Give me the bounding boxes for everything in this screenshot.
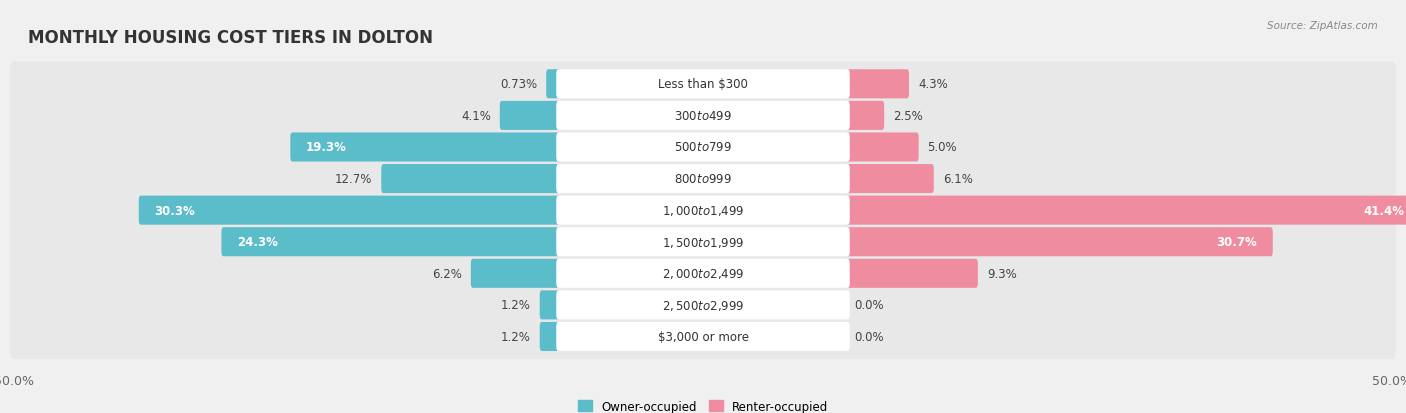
Text: Less than $300: Less than $300 — [658, 78, 748, 91]
FancyBboxPatch shape — [471, 259, 561, 288]
FancyBboxPatch shape — [10, 157, 1396, 202]
FancyBboxPatch shape — [546, 70, 561, 99]
FancyBboxPatch shape — [10, 251, 1396, 296]
FancyBboxPatch shape — [557, 322, 849, 351]
FancyBboxPatch shape — [540, 322, 561, 351]
Text: 6.1%: 6.1% — [943, 173, 973, 185]
FancyBboxPatch shape — [290, 133, 561, 162]
FancyBboxPatch shape — [845, 259, 979, 288]
FancyBboxPatch shape — [557, 196, 849, 225]
Text: 6.2%: 6.2% — [432, 267, 461, 280]
Text: MONTHLY HOUSING COST TIERS IN DOLTON: MONTHLY HOUSING COST TIERS IN DOLTON — [28, 29, 433, 47]
FancyBboxPatch shape — [557, 291, 849, 320]
Text: 5.0%: 5.0% — [928, 141, 957, 154]
Text: Source: ZipAtlas.com: Source: ZipAtlas.com — [1267, 21, 1378, 31]
Text: 1.2%: 1.2% — [501, 299, 531, 312]
Text: $2,500 to $2,999: $2,500 to $2,999 — [662, 298, 744, 312]
FancyBboxPatch shape — [10, 283, 1396, 328]
FancyBboxPatch shape — [10, 314, 1396, 359]
FancyBboxPatch shape — [845, 70, 910, 99]
Text: 9.3%: 9.3% — [987, 267, 1017, 280]
Text: 41.4%: 41.4% — [1364, 204, 1405, 217]
FancyBboxPatch shape — [10, 125, 1396, 170]
FancyBboxPatch shape — [845, 133, 918, 162]
FancyBboxPatch shape — [139, 196, 561, 225]
Text: 1.2%: 1.2% — [501, 330, 531, 343]
Text: $300 to $499: $300 to $499 — [673, 109, 733, 123]
FancyBboxPatch shape — [557, 165, 849, 194]
FancyBboxPatch shape — [845, 196, 1406, 225]
Text: 12.7%: 12.7% — [335, 173, 373, 185]
FancyBboxPatch shape — [10, 94, 1396, 138]
Text: 0.0%: 0.0% — [855, 299, 884, 312]
Text: $3,000 or more: $3,000 or more — [658, 330, 748, 343]
Text: $500 to $799: $500 to $799 — [673, 141, 733, 154]
Text: 4.3%: 4.3% — [918, 78, 948, 91]
FancyBboxPatch shape — [540, 291, 561, 320]
FancyBboxPatch shape — [845, 165, 934, 194]
FancyBboxPatch shape — [221, 228, 561, 256]
Text: 0.0%: 0.0% — [855, 330, 884, 343]
Text: $2,000 to $2,499: $2,000 to $2,499 — [662, 267, 744, 280]
FancyBboxPatch shape — [557, 259, 849, 288]
Text: 30.7%: 30.7% — [1216, 236, 1257, 249]
FancyBboxPatch shape — [499, 102, 561, 131]
Text: $1,000 to $1,499: $1,000 to $1,499 — [662, 204, 744, 218]
FancyBboxPatch shape — [10, 62, 1396, 107]
Text: 24.3%: 24.3% — [238, 236, 278, 249]
Text: 2.5%: 2.5% — [893, 109, 922, 123]
FancyBboxPatch shape — [557, 102, 849, 131]
Text: $800 to $999: $800 to $999 — [673, 173, 733, 185]
FancyBboxPatch shape — [10, 188, 1396, 233]
FancyBboxPatch shape — [845, 228, 1272, 256]
Text: 4.1%: 4.1% — [461, 109, 491, 123]
Text: 19.3%: 19.3% — [307, 141, 347, 154]
Text: $1,500 to $1,999: $1,500 to $1,999 — [662, 235, 744, 249]
FancyBboxPatch shape — [845, 102, 884, 131]
FancyBboxPatch shape — [381, 165, 561, 194]
Legend: Owner-occupied, Renter-occupied: Owner-occupied, Renter-occupied — [578, 400, 828, 413]
Text: 30.3%: 30.3% — [155, 204, 195, 217]
FancyBboxPatch shape — [10, 220, 1396, 264]
FancyBboxPatch shape — [557, 133, 849, 162]
Text: 0.73%: 0.73% — [501, 78, 537, 91]
FancyBboxPatch shape — [557, 228, 849, 256]
FancyBboxPatch shape — [557, 70, 849, 99]
